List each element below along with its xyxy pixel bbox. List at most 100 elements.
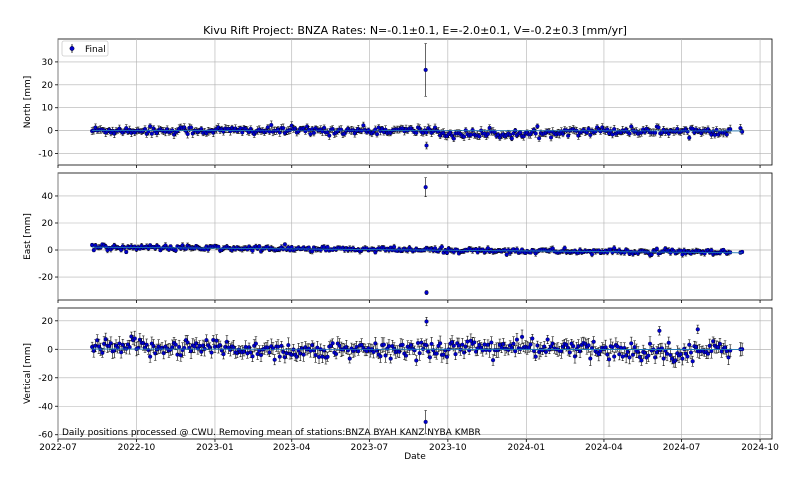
marker — [712, 132, 717, 137]
data-point — [269, 120, 274, 130]
marker — [627, 131, 632, 136]
marker — [462, 134, 467, 139]
marker — [438, 341, 443, 346]
data-point — [417, 124, 422, 133]
y-tick-label: 10 — [42, 104, 54, 114]
y-tick-label: 0 — [47, 246, 53, 256]
marker — [189, 349, 194, 354]
marker — [175, 352, 180, 357]
marker — [185, 131, 190, 137]
data-point — [549, 133, 554, 142]
data-point — [124, 249, 129, 255]
data-point — [537, 134, 542, 142]
marker — [276, 344, 281, 349]
marker — [91, 248, 96, 253]
marker — [310, 249, 315, 254]
north-y-axis-label: North [mm] — [23, 76, 33, 129]
marker — [119, 350, 124, 355]
marker — [680, 252, 685, 257]
marker — [178, 353, 183, 358]
marker — [253, 341, 258, 346]
marker — [629, 124, 634, 129]
marker — [173, 248, 178, 253]
marker — [173, 342, 178, 347]
north-data-points — [90, 43, 745, 150]
y-tick-label: 20 — [42, 81, 54, 91]
marker — [432, 125, 438, 130]
marker — [653, 130, 658, 135]
marker — [286, 343, 291, 348]
marker — [361, 123, 366, 128]
marker — [456, 343, 461, 348]
marker — [400, 342, 405, 347]
marker — [588, 132, 593, 138]
marker — [270, 346, 276, 351]
data-point — [281, 123, 286, 133]
marker — [282, 242, 287, 247]
data-point — [265, 124, 270, 131]
marker — [537, 136, 542, 141]
marker — [589, 252, 595, 257]
data-point — [451, 135, 456, 142]
y-tick-label: 20 — [42, 219, 54, 229]
marker — [533, 131, 538, 136]
data-point — [424, 290, 429, 295]
data-point — [687, 135, 692, 141]
marker — [189, 125, 194, 130]
data-point — [342, 130, 347, 137]
marker — [320, 129, 325, 134]
marker — [281, 126, 286, 131]
marker — [451, 136, 456, 141]
marker — [221, 352, 226, 357]
marker — [423, 185, 428, 190]
marker — [119, 247, 124, 252]
marker — [124, 126, 129, 131]
marker — [424, 343, 429, 348]
marker — [409, 343, 414, 348]
marker — [347, 356, 352, 361]
marker — [316, 354, 322, 360]
y-tick-label: -10 — [38, 150, 53, 160]
data-point — [351, 126, 356, 134]
marker — [426, 349, 431, 354]
marker — [502, 248, 508, 253]
marker — [149, 131, 154, 136]
marker — [277, 354, 282, 359]
marker — [740, 129, 745, 134]
marker — [301, 352, 306, 357]
marker — [91, 348, 96, 353]
marker — [325, 354, 330, 359]
data-point — [185, 129, 190, 139]
marker — [740, 249, 745, 254]
marker — [685, 129, 690, 134]
marker — [392, 244, 397, 249]
marker — [308, 132, 313, 137]
marker — [269, 123, 274, 128]
marker — [470, 128, 475, 133]
y-tick-label: -20 — [38, 273, 53, 283]
marker — [284, 351, 289, 356]
marker — [148, 124, 153, 129]
marker — [141, 341, 146, 346]
marker — [560, 131, 566, 136]
marker — [504, 252, 509, 257]
data-point — [189, 124, 194, 131]
marker — [339, 127, 344, 132]
marker — [415, 340, 421, 346]
east-y-ticks: 40 20 0 -20 — [38, 192, 58, 283]
north-y-ticks: 30 20 10 0 -10 — [38, 58, 58, 160]
marker — [209, 350, 214, 355]
marker — [330, 341, 335, 346]
marker — [654, 246, 659, 251]
marker — [200, 343, 206, 348]
y-tick-label: 30 — [42, 58, 54, 68]
marker — [228, 347, 233, 352]
marker — [306, 127, 311, 132]
marker — [282, 355, 287, 360]
marker — [148, 354, 153, 359]
marker — [535, 124, 540, 129]
data-point — [653, 129, 658, 137]
marker — [129, 334, 134, 339]
data-point — [535, 123, 540, 129]
